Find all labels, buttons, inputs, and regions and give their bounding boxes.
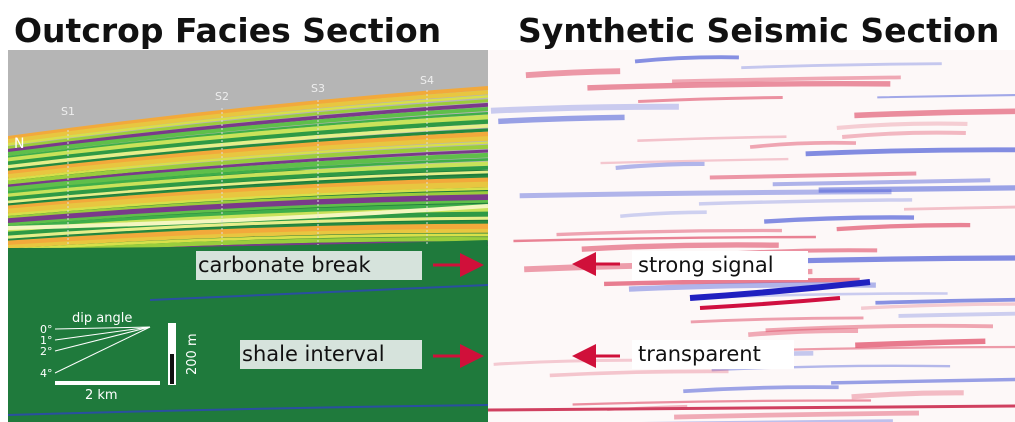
figure: Outcrop Facies Section Synthetic Seismic… <box>0 0 1015 422</box>
station-label: S4 <box>420 74 434 87</box>
scale-label: 2 km <box>85 388 118 403</box>
annotation: strong signal <box>638 253 774 277</box>
station-label: S3 <box>311 82 325 95</box>
legend-title: dip angle <box>72 311 132 326</box>
panel-title: Synthetic Seismic Section <box>518 11 999 50</box>
station-label: S1 <box>61 105 75 118</box>
north-label: N <box>14 136 24 152</box>
scale-bar <box>170 354 174 384</box>
station-label: S2 <box>215 90 229 103</box>
scale-label: 200 m <box>185 333 200 375</box>
annotation: carbonate break <box>198 253 372 277</box>
angle-label: 4° <box>40 367 53 380</box>
panel-title: Outcrop Facies Section <box>14 11 441 50</box>
annotation: transparent <box>638 342 761 366</box>
angle-label: 2° <box>40 345 53 358</box>
annotation: shale interval <box>242 342 385 366</box>
